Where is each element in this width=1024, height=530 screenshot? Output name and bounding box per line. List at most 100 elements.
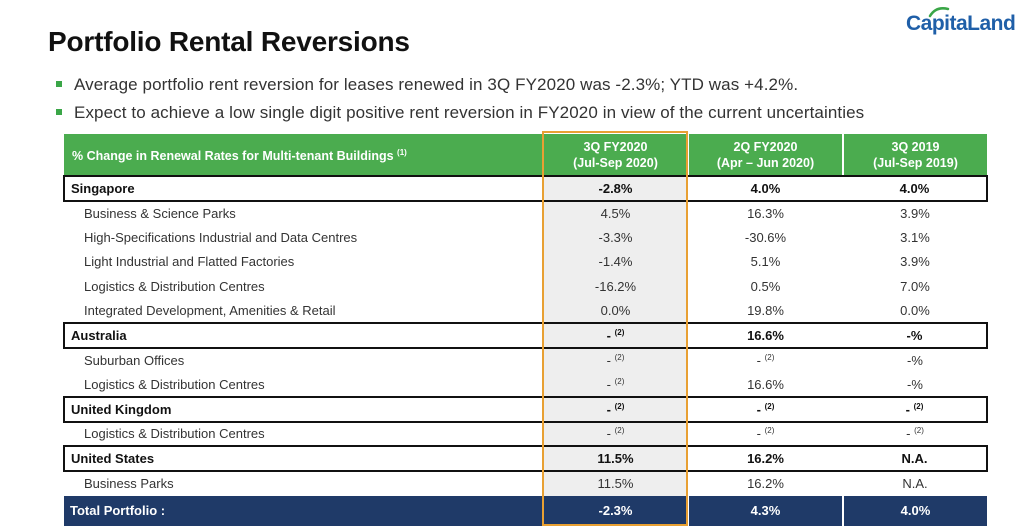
value-text: - bbox=[756, 401, 761, 417]
value-3q-2019: 3.1% bbox=[900, 230, 930, 246]
row-label: Business Parks bbox=[84, 476, 174, 492]
value-text: - bbox=[606, 327, 611, 343]
bullet-list: Average portfolio rent reversion for lea… bbox=[54, 72, 1014, 128]
table-row: Business & Science Parks 4.5% 16.3% 3.9% bbox=[64, 201, 987, 225]
value-3q-2019: N.A. bbox=[902, 476, 928, 492]
footnote-marker: (2) bbox=[614, 327, 625, 337]
value-text: - bbox=[606, 376, 611, 392]
table-row: Logistics & Distribution Centres - (2) -… bbox=[64, 422, 987, 446]
value-3q-fy2020: -16.2% bbox=[594, 278, 637, 294]
value-3q-2019: 4.0% bbox=[843, 175, 988, 202]
table-row: High-Specifications Industrial and Data … bbox=[64, 225, 987, 249]
row-label: Light Industrial and Flatted Factories bbox=[84, 254, 295, 270]
bullet-text: Average portfolio rent reversion for lea… bbox=[74, 75, 799, 94]
value-text: - bbox=[756, 426, 761, 442]
value-3q-fy2020: - (2) bbox=[543, 422, 688, 446]
value-text: - bbox=[756, 353, 761, 369]
logo-wordmark: CapitaLand bbox=[906, 12, 1016, 35]
value-2q-fy2020: -30.6% bbox=[744, 230, 787, 246]
value-2q-fy2020: - (2) bbox=[688, 395, 843, 423]
footnote-marker: (2) bbox=[614, 353, 625, 363]
value-text: - bbox=[906, 426, 911, 442]
total-portfolio-row: Total Portfolio : -2.3% 4.3% 4.0% bbox=[64, 495, 987, 526]
total-3q-fy2020: -2.3% bbox=[543, 495, 689, 526]
value-3q-fy2020: - (2) bbox=[543, 348, 688, 372]
group-row-united-kingdom: United Kingdom - (2) - (2) - (2) bbox=[63, 395, 988, 423]
value-text: - bbox=[905, 401, 910, 417]
value-3q-fy2020: 0.0% bbox=[600, 302, 631, 318]
header-col-2q-fy2020: 2Q FY2020 (Apr – Jun 2020) bbox=[688, 134, 844, 176]
page-title: Portfolio Rental Reversions bbox=[48, 26, 410, 57]
value-3q-2019: 3.9% bbox=[900, 206, 930, 222]
table-row: Integrated Development, Amenities & Reta… bbox=[64, 299, 987, 323]
value-text: - bbox=[606, 401, 611, 417]
value-3q-fy2020: -1.4% bbox=[598, 254, 633, 270]
table-row: Suburban Offices - (2) - (2) -% bbox=[64, 348, 987, 372]
bullet-item: Average portfolio rent reversion for lea… bbox=[54, 72, 1014, 100]
value-3q-2019: -% bbox=[907, 376, 923, 392]
header-col2-line2: (Apr – Jun 2020) bbox=[716, 155, 815, 170]
group-label: Australia bbox=[63, 321, 543, 349]
footnote-marker: (2) bbox=[614, 376, 625, 386]
value-2q-fy2020: 16.3% bbox=[747, 206, 784, 222]
group-row-united-states: United States 11.5% 16.2% N.A. bbox=[63, 445, 988, 473]
capitaland-logo: CapitaLand bbox=[906, 7, 1016, 42]
group-label: Singapore bbox=[63, 175, 543, 202]
row-label: Suburban Offices bbox=[84, 353, 185, 369]
header-footnote: (1) bbox=[397, 147, 407, 157]
footnote-marker: (2) bbox=[614, 426, 625, 436]
value-3q-fy2020: 11.5% bbox=[543, 445, 688, 473]
table-row: Light Industrial and Flatted Factories -… bbox=[64, 250, 987, 274]
table-row: Business Parks 11.5% 16.2% N.A. bbox=[64, 471, 987, 495]
total-2q-fy2020: 4.3% bbox=[688, 495, 844, 526]
value-3q-fy2020: -3.3% bbox=[598, 230, 633, 246]
value-3q-2019: -% bbox=[907, 353, 923, 369]
value-text: - bbox=[606, 353, 611, 369]
value-3q-fy2020: - (2) bbox=[543, 321, 688, 349]
table-row: Logistics & Distribution Centres -16.2% … bbox=[64, 274, 987, 298]
table-row: Logistics & Distribution Centres - (2) 1… bbox=[64, 372, 987, 396]
footnote-marker: (2) bbox=[764, 426, 775, 436]
group-label: United States bbox=[63, 445, 543, 473]
value-2q-fy2020: 16.6% bbox=[747, 376, 784, 392]
value-3q-2019: N.A. bbox=[843, 445, 988, 473]
value-3q-2019: 0.0% bbox=[900, 302, 930, 318]
bullet-item: Expect to achieve a low single digit pos… bbox=[54, 100, 1014, 128]
value-3q-fy2020: - (2) bbox=[543, 372, 688, 396]
bullet-square-icon bbox=[56, 81, 62, 87]
header-col3-line1: 3Q 2019 bbox=[891, 139, 940, 154]
value-text: - bbox=[606, 426, 611, 442]
footnote-marker: (2) bbox=[913, 401, 924, 411]
table-header-row: % Change in Renewal Rates for Multi-tena… bbox=[64, 134, 987, 176]
row-label: Logistics & Distribution Centres bbox=[84, 278, 265, 294]
value-2q-fy2020: 4.0% bbox=[688, 175, 843, 202]
header-label-text: % Change in Renewal Rates for Multi-tena… bbox=[72, 149, 394, 164]
header-col-3q-2019: 3Q 2019 (Jul-Sep 2019) bbox=[843, 134, 987, 176]
value-2q-fy2020: 0.5% bbox=[750, 278, 781, 294]
row-label: Logistics & Distribution Centres bbox=[84, 426, 265, 442]
value-2q-fy2020: - (2) bbox=[688, 422, 843, 446]
value-3q-2019: - (2) bbox=[843, 422, 987, 446]
row-label: Business & Science Parks bbox=[84, 206, 236, 222]
value-2q-fy2020: 5.1% bbox=[750, 254, 781, 270]
value-2q-fy2020: - (2) bbox=[688, 348, 843, 372]
bullet-text: Expect to achieve a low single digit pos… bbox=[74, 103, 865, 122]
value-2q-fy2020: 19.8% bbox=[747, 302, 784, 318]
header-col2-line1: 2Q FY2020 bbox=[733, 139, 798, 154]
total-label: Total Portfolio : bbox=[64, 495, 544, 526]
row-label: High-Specifications Industrial and Data … bbox=[84, 230, 358, 246]
header-col1-line1: 3Q FY2020 bbox=[583, 139, 648, 154]
value-3q-2019: - (2) bbox=[843, 395, 988, 423]
group-row-singapore: Singapore -2.8% 4.0% 4.0% bbox=[63, 175, 988, 202]
header-col3-line2: (Jul-Sep 2019) bbox=[873, 155, 958, 170]
header-col-3q-fy2020: 3Q FY2020 (Jul-Sep 2020) bbox=[543, 134, 689, 176]
header-label: % Change in Renewal Rates for Multi-tena… bbox=[64, 134, 544, 176]
rental-reversion-table: % Change in Renewal Rates for Multi-tena… bbox=[63, 134, 988, 526]
footnote-marker: (2) bbox=[764, 401, 775, 411]
value-3q-fy2020: 4.5% bbox=[600, 206, 631, 222]
footnote-marker: (2) bbox=[764, 353, 775, 363]
logo-swoosh-icon bbox=[928, 7, 950, 18]
value-3q-2019: 7.0% bbox=[900, 278, 930, 294]
value-2q-fy2020: 16.2% bbox=[747, 476, 784, 492]
footnote-marker: (2) bbox=[914, 426, 924, 436]
